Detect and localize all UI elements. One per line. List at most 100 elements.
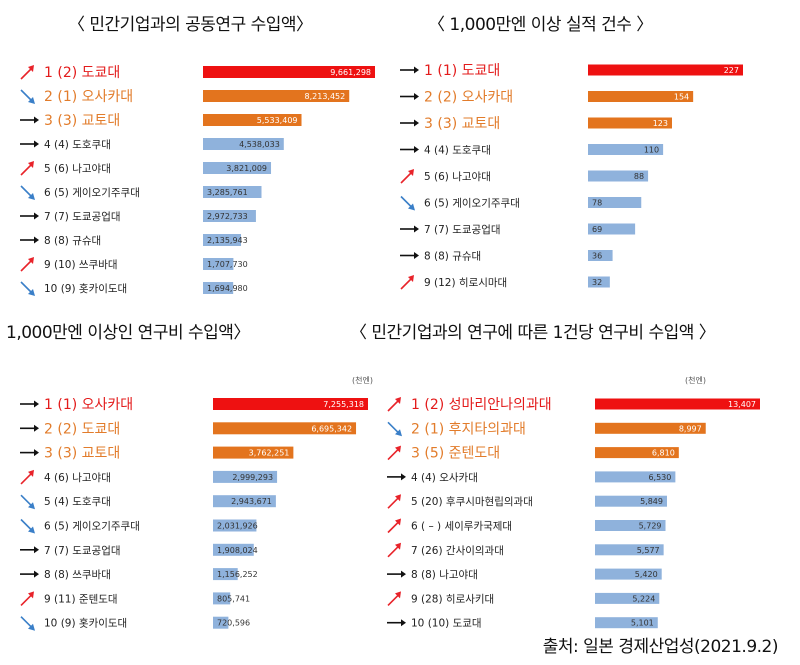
- bar: [588, 276, 610, 288]
- value-label: 5,533,409: [257, 116, 298, 125]
- trend-up-icon: [387, 591, 401, 606]
- trend-same-icon: [400, 93, 419, 100]
- chart-4-row: 6 ( – ) 세이루카국제대 5,729: [387, 518, 666, 534]
- value-label: 6,695,342: [311, 424, 352, 433]
- value-label: 5,729: [639, 522, 662, 531]
- bar: [213, 519, 257, 532]
- row-label: 3 (3) 교토대: [424, 116, 500, 132]
- bar: [203, 186, 262, 198]
- chart-2-row: 8 (8) 규슈대 36: [400, 250, 613, 263]
- chart-1-title: 〈 민간기업과의 공동연구 수입액〉: [68, 15, 313, 35]
- row-label: 4 (6) 나고야대: [44, 471, 111, 484]
- row-label: 10 (9) 홋카이도대: [44, 617, 127, 630]
- value-label: 2,972,733: [207, 212, 248, 221]
- value-label: 5,577: [637, 546, 660, 555]
- chart-1-row: 7 (7) 도쿄공업대 2,972,733: [20, 210, 256, 223]
- trend-same-icon: [400, 146, 419, 153]
- value-label: 154: [674, 93, 689, 102]
- row-label: 1 (2) 성마리안나의과대: [411, 397, 552, 413]
- row-label: 6 (5) 게이오기주쿠대: [44, 187, 140, 199]
- row-label: 5 (20) 후쿠시마현립의과대: [411, 495, 533, 508]
- chart-2-row: 3 (3) 교토대 123: [400, 116, 672, 132]
- chart-1-row: 5 (6) 나고야대 3,821,009: [20, 161, 272, 176]
- chart-3-unit: (천엔): [352, 376, 373, 385]
- value-label: 78: [592, 199, 602, 208]
- trend-same-icon: [20, 546, 39, 554]
- row-label: 2 (1) 후지타의과대: [411, 421, 526, 437]
- chart-3-row: 8 (8) 쓰쿠바대 1,156,252: [20, 568, 258, 581]
- bar: [213, 422, 357, 435]
- trend-up-icon: [400, 169, 414, 184]
- row-label: 2 (2) 도쿄대: [44, 421, 120, 437]
- value-label: 2,031,926: [217, 522, 258, 531]
- chart-2-row: 1 (1) 도쿄대 227: [400, 63, 743, 79]
- row-label: 3 (5) 준텐도대: [411, 446, 500, 462]
- value-label: 5,849: [640, 497, 663, 506]
- bar: [213, 592, 231, 605]
- bar: [203, 66, 375, 78]
- value-label: 3,762,251: [249, 449, 290, 458]
- trend-up-icon: [20, 591, 34, 606]
- trend-same-icon: [20, 212, 39, 220]
- bar: [588, 197, 642, 208]
- row-label: 4 (4) 도호쿠대: [424, 145, 491, 157]
- chart-3-row: 5 (4) 도호쿠대 2,943,671: [20, 494, 276, 510]
- bar: [203, 234, 242, 246]
- chart-3-row: 7 (7) 도쿄공업대 1,908,024: [20, 543, 258, 557]
- chart-4-row: 10 (10) 도쿄대 5,101: [387, 617, 658, 630]
- value-label: 7,255,318: [323, 400, 364, 409]
- trend-up-icon: [20, 257, 34, 272]
- trend-up-icon: [400, 275, 414, 290]
- row-label: 2 (2) 오사카대: [424, 90, 513, 106]
- row-label: 4 (4) 오사카대: [411, 472, 478, 484]
- chart-4-row: 8 (8) 나고야대 5,420: [387, 568, 662, 581]
- row-label: 8 (8) 규슈대: [424, 251, 481, 263]
- row-label: 1 (1) 오사카대: [44, 397, 133, 413]
- row-label: 5 (6) 나고야대: [44, 162, 111, 175]
- value-label: 8,997: [679, 424, 702, 433]
- bar: [595, 398, 760, 410]
- chart-4-row: 3 (5) 준텐도대 6,810: [387, 445, 679, 462]
- trend-down-icon: [20, 494, 35, 510]
- bar: [595, 617, 658, 629]
- bar: [203, 210, 256, 222]
- value-label: 5,224: [632, 594, 655, 603]
- trend-up-icon: [387, 542, 401, 558]
- value-label: 1,707,730: [207, 260, 248, 269]
- value-label: 9,661,298: [330, 68, 371, 77]
- source-note: 출처: 일본 경제산업성(2021.9.2): [542, 637, 779, 657]
- bar: [595, 544, 664, 556]
- bar: [595, 422, 706, 434]
- value-label: 227: [724, 66, 739, 75]
- value-label: 2,943,671: [231, 497, 272, 506]
- chart-2-row: 6 (5) 게이오기주쿠대 78: [400, 195, 642, 211]
- chart-2-row: 9 (12) 히로시마대 32: [400, 275, 610, 290]
- row-label: 3 (3) 교토대: [44, 446, 120, 462]
- chart-3-row: 9 (11) 준텐도대 805,741: [20, 591, 250, 606]
- value-label: 13,407: [728, 400, 756, 409]
- chart-1-row: 2 (1) 오사카대 8,213,452: [20, 89, 350, 105]
- chart-2-row: 7 (7) 도쿄공업대 69: [400, 223, 636, 236]
- bar: [588, 144, 664, 155]
- trend-same-icon: [400, 66, 419, 74]
- bar: [588, 91, 694, 102]
- row-label: 3 (3) 교토대: [44, 113, 120, 129]
- chart-3: 1 (1) 오사카대 7,255,318 2 (2) 도쿄대 6,695,342 3 (…: [20, 397, 368, 631]
- trend-same-icon: [20, 236, 39, 244]
- chart-3-row: 2 (2) 도쿄대 6,695,342: [20, 421, 357, 437]
- chart-4: 1 (2) 성마리안나의과대 13,407 2 (1) 후지타의과대 8,997 3 (…: [387, 397, 760, 630]
- row-label: 10 (10) 도쿄대: [411, 618, 482, 630]
- bar: [203, 282, 234, 294]
- value-label: 3,821,009: [226, 164, 267, 173]
- trend-same-icon: [20, 449, 39, 457]
- chart-4-row: 5 (20) 후쿠시마현립의과대 5,849: [387, 494, 667, 509]
- bar: [588, 64, 743, 76]
- row-label: 9 (12) 히로시마대: [424, 277, 507, 289]
- trend-down-icon: [387, 421, 402, 437]
- value-label: 2,999,293: [232, 473, 273, 482]
- chart-2-row: 4 (4) 도호쿠대 110: [400, 144, 664, 157]
- trend-up-icon: [20, 161, 34, 176]
- row-label: 6 (5) 게이오기주쿠대: [44, 521, 140, 533]
- value-label: 88: [634, 172, 644, 181]
- value-label: 5,420: [635, 570, 658, 579]
